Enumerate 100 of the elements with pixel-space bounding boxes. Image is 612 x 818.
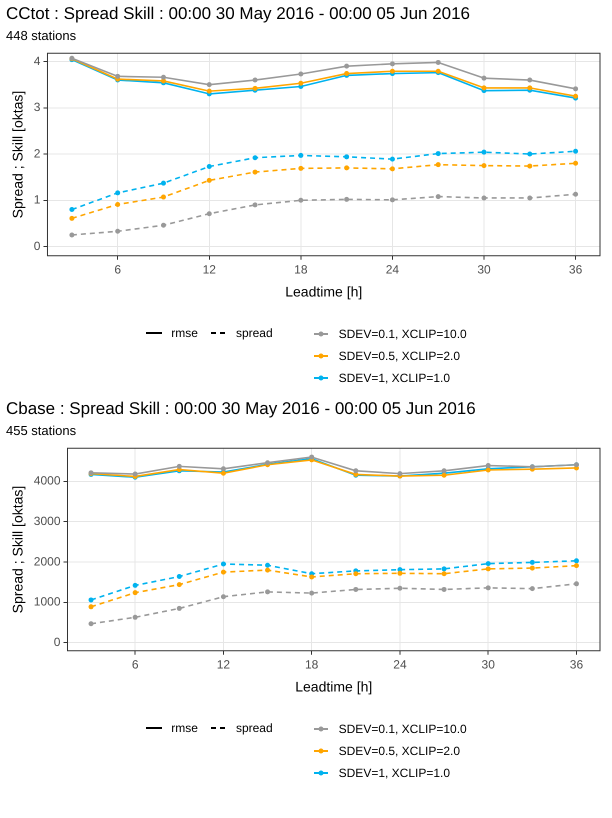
point [298,166,304,171]
point [353,571,358,576]
point [486,585,491,590]
point [530,586,535,592]
point [252,155,258,160]
point [206,211,212,216]
point [115,74,120,79]
x-axis-title: Leadtime [h] [295,678,372,694]
point [353,586,358,592]
y-axis-title: Spread ; Skill [oktas] [9,486,26,614]
point [206,82,212,88]
y-axis-title: Spread ; Skill [oktas] [9,90,26,218]
point [486,561,491,566]
point [574,558,579,564]
point [160,74,166,80]
chart-title: Cbase : Spread Skill : 00:00 30 May 2016 - 00:00 05 Jun 2016 [6,399,477,419]
point [573,160,578,166]
y-tick-label: 2000 [34,554,61,568]
point [115,202,120,207]
point [482,150,486,155]
point [527,152,532,157]
point [265,589,270,594]
point [390,197,395,202]
legend-label: SDEV=1, XCLIP=1.0 [338,371,450,385]
point [176,582,182,588]
y-tick-label: 1 [34,192,41,207]
point [115,190,120,196]
y-tick-label: 2 [34,146,41,160]
point [442,468,447,474]
point [206,178,212,183]
x-tick-label: 24 [386,262,400,276]
x-tick-label: 24 [393,657,407,672]
point [482,195,486,200]
x-tick-label: 30 [482,657,496,672]
point [252,170,258,175]
point [442,566,447,572]
point [160,194,166,200]
y-tick-label: 4000 [34,474,61,488]
point [397,471,402,476]
chart-title: CCtot : Spread Skill : 00:00 30 May 2016 - 00:00 05 Jun 2016 [6,4,472,24]
point [206,164,212,170]
point [309,590,314,596]
point [220,594,226,600]
point [486,566,491,572]
chart-subtitle: 448 stations [6,28,78,43]
y-tick-label: 0 [34,238,41,253]
point [527,164,532,169]
point [176,574,182,580]
point [390,61,395,66]
y-tick-label: 4 [34,54,41,68]
legend-label: SDEV=0.5, XCLIP=2.0 [338,349,460,363]
point [298,198,304,203]
x-tick-label: 6 [114,262,122,276]
point [436,60,441,65]
point [574,581,579,586]
point [530,566,535,571]
point [88,604,94,610]
point [573,148,578,154]
point [344,154,350,160]
point [390,156,395,162]
point [397,570,402,576]
text: rmse [171,326,198,340]
point [344,165,350,170]
point [220,466,226,472]
point [160,180,166,186]
x-tick-label: 36 [568,262,583,276]
point [436,151,441,156]
point [390,68,395,74]
point [132,614,138,620]
text: spread [236,326,273,340]
point [436,162,441,168]
point [298,152,304,158]
legend-label: SDEV=1, XCLIP=1.0 [338,766,450,780]
point [573,192,578,197]
x-axis-title: Leadtime [h] [285,283,362,300]
point [527,78,532,83]
text: spread [236,721,273,735]
point [482,85,486,90]
point [176,606,182,611]
point [132,582,138,588]
point [436,194,441,200]
point [69,232,74,238]
point [482,76,486,81]
point [220,562,226,567]
legend-label: SDEV=0.5, XCLIP=2.0 [338,744,460,758]
point [220,570,226,575]
point [252,78,258,83]
legend-label: SDEV=0.1, XCLIP=10.0 [338,722,467,736]
point [482,163,486,168]
point [530,560,535,565]
point [527,195,532,200]
point [298,80,304,86]
text: rmse [171,721,198,735]
x-tick-label: 6 [132,657,139,672]
point [132,590,138,596]
point [176,464,182,469]
x-tick-label: 30 [477,262,491,276]
point [88,621,94,626]
y-tick-label: 3 [34,100,41,114]
point [69,207,74,212]
